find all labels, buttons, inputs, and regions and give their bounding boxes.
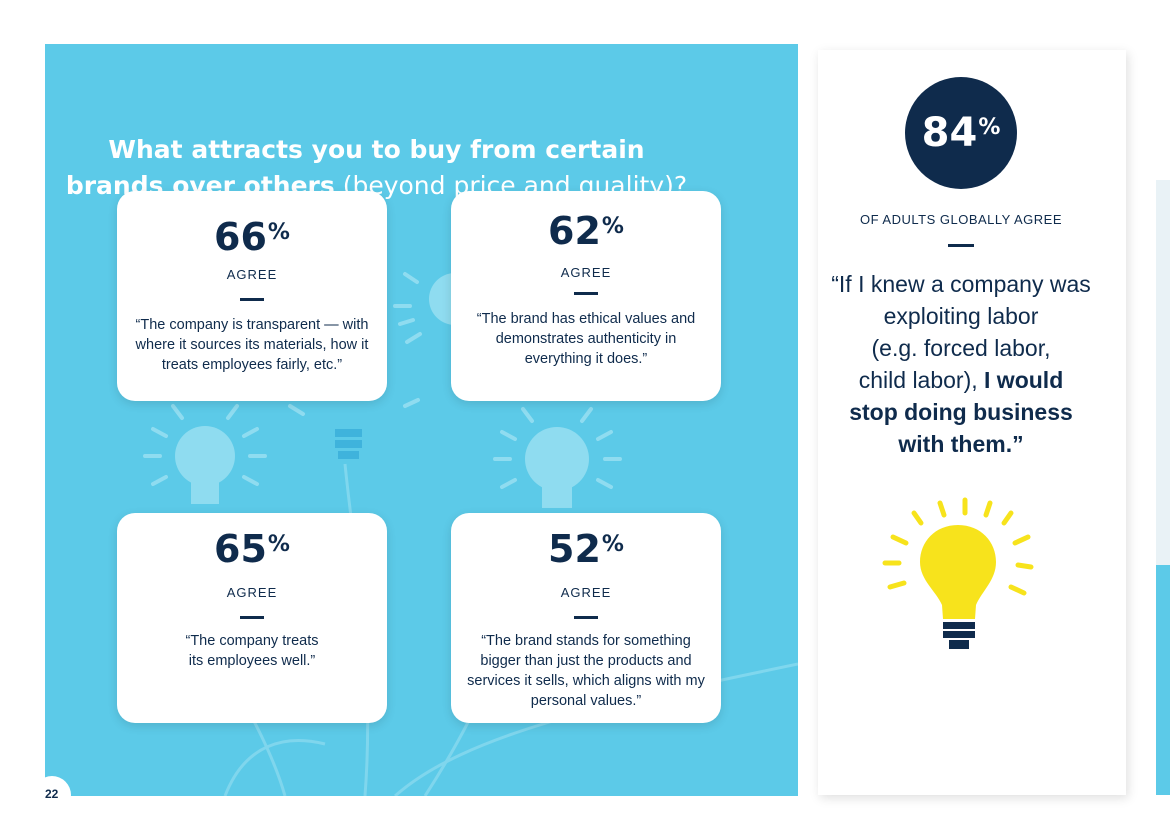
divider	[574, 292, 598, 295]
highlight-card: 84% OF ADULTS GLOBALLY AGREE “If I knew …	[818, 50, 1126, 795]
stat-agree-label: AGREE	[560, 265, 612, 280]
quote-line: (e.g. forced labor,	[871, 335, 1051, 361]
stat-card-values: 52% AGREE “The brand stands for somethin…	[451, 513, 721, 723]
stat-card-ethical: 62% AGREE “The brand has ethical values …	[451, 191, 721, 401]
stat-agree-label: AGREE	[560, 585, 612, 600]
quote-line: “If I knew a company was	[831, 271, 1091, 297]
stat-quote: “The company treats its employees well.”	[185, 633, 319, 669]
stat-value: 62%	[548, 209, 624, 253]
stat-value: 52%	[548, 527, 624, 571]
title-line-1: What attracts you to buy from certain	[108, 135, 645, 164]
next-page-edge-blue	[1156, 565, 1170, 795]
quote-line-bold: stop doing business	[849, 399, 1073, 425]
stat-quote: “The company is transparent — with where…	[135, 317, 369, 373]
stat-card-transparent: 66% AGREE “The company is transparent — …	[117, 191, 387, 401]
next-page-edge	[1156, 180, 1170, 565]
divider	[240, 616, 264, 619]
quote-line-bold: with them.”	[898, 431, 1024, 457]
stat-agree-label: AGREE	[226, 585, 278, 600]
page-number: 22	[45, 787, 59, 801]
quote-line-mixed: child labor), I would	[858, 367, 1064, 393]
stat-quote: “The brand has ethical values and demons…	[476, 311, 696, 367]
highlight-quote: “If I knew a company was exploiting labo…	[818, 268, 1104, 460]
divider	[240, 298, 264, 301]
highlight-stat-circle: 84%	[905, 77, 1017, 189]
stat-agree-label: AGREE	[226, 267, 278, 282]
stat-card-employees: 65% AGREE “The company treats its employ…	[117, 513, 387, 723]
stat-value: 66%	[214, 215, 290, 259]
divider	[574, 616, 598, 619]
stat-value: 65%	[214, 527, 290, 571]
highlight-value: 84	[921, 110, 978, 156]
page-number-badge	[33, 776, 71, 814]
highlight-unit: %	[978, 114, 1001, 140]
stat-quote: “The brand stands for something bigger t…	[467, 633, 705, 709]
divider	[948, 244, 974, 247]
lightbulb-icon	[882, 497, 1034, 649]
highlight-caption: OF ADULTS GLOBALLY AGREE	[859, 212, 1063, 227]
survey-panel: What attracts you to buy from certain br…	[45, 44, 798, 796]
quote-line: exploiting labor	[883, 303, 1039, 329]
